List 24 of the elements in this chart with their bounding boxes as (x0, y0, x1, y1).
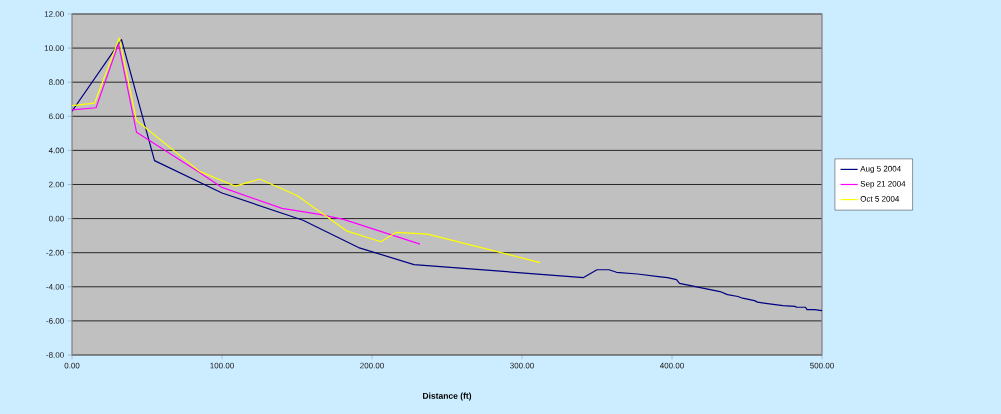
y-tick-label: 8.00 (48, 79, 64, 86)
y-tick-label: 4.00 (48, 147, 64, 154)
y-tick-label: -8.00 (46, 352, 64, 358)
legend-label: Oct 5 2004 (860, 196, 900, 202)
x-tick-label: 300.00 (510, 362, 534, 369)
y-tick-label: 6.00 (49, 113, 64, 120)
x-tick-label: 400.00 (659, 362, 684, 369)
line-series (72, 43, 421, 245)
y-tick-label: 2.00 (49, 181, 64, 188)
y-tick-label: -2.00 (46, 249, 64, 256)
x-axis-title: Distance (ft) (423, 392, 472, 401)
y-tick-label: 10.00 (44, 45, 64, 51)
x-tick-label: 100.00 (210, 362, 234, 369)
legend-label: Aug 5 2004 (860, 165, 901, 174)
line-series (72, 37, 541, 264)
line-series (72, 38, 822, 312)
y-tick-label: 12.00 (44, 11, 64, 17)
legend-label: Sep 21 2004 (860, 180, 906, 189)
y-tick-label: 0.00 (48, 215, 64, 222)
y-tick-label: -6.00 (46, 318, 64, 324)
x-tick-label: 500.00 (810, 362, 834, 369)
y-tick-label: -4.00 (46, 283, 64, 290)
x-tick-label: 0.00 (64, 362, 80, 369)
x-tick-label: 200.00 (360, 362, 384, 369)
